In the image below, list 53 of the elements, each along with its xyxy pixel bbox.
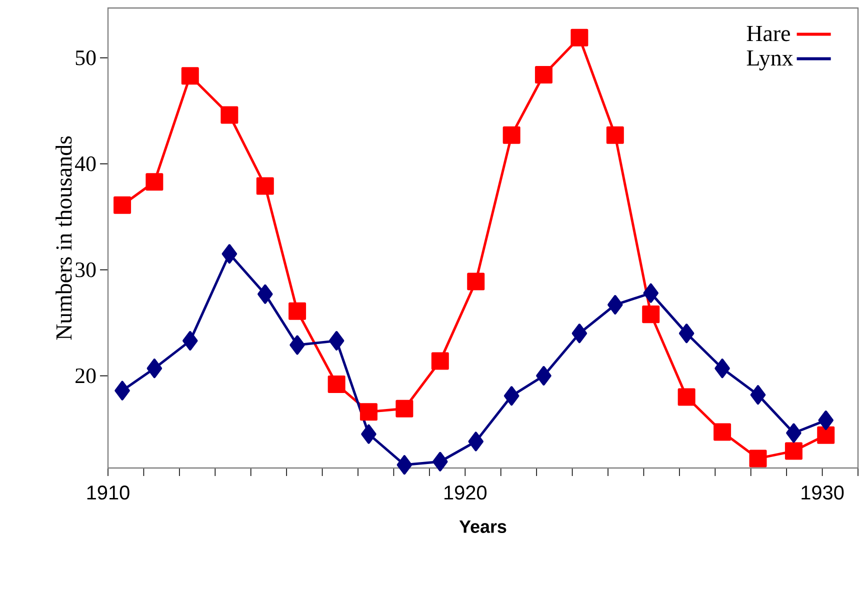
legend-label: Lynx xyxy=(746,50,794,70)
legend-label: Hare xyxy=(746,26,790,42)
point xyxy=(220,106,238,124)
point xyxy=(817,426,835,444)
point xyxy=(468,432,484,452)
y-axis-title: Numbers in thousands xyxy=(56,136,72,340)
x-tick-label: 1920 xyxy=(444,486,487,500)
point xyxy=(256,177,274,195)
point xyxy=(114,380,130,400)
point xyxy=(258,284,273,304)
point xyxy=(396,455,412,475)
point xyxy=(146,173,164,191)
point xyxy=(114,196,132,214)
point xyxy=(360,403,378,421)
point xyxy=(714,423,732,441)
point xyxy=(714,358,730,378)
point xyxy=(678,388,696,406)
point xyxy=(643,283,658,303)
point xyxy=(432,452,448,472)
y-tick-label: 50 xyxy=(76,50,96,66)
point xyxy=(536,366,552,386)
point xyxy=(222,244,238,264)
y-tick-label: 30 xyxy=(76,262,96,278)
y-tick-label: 40 xyxy=(75,156,96,172)
point xyxy=(784,442,802,460)
point xyxy=(534,66,552,84)
y-tick-label: 20 xyxy=(76,368,96,384)
point xyxy=(749,450,767,468)
point xyxy=(678,324,694,344)
point xyxy=(608,295,623,315)
point xyxy=(570,28,588,46)
point xyxy=(328,376,346,394)
point xyxy=(181,67,199,85)
x-tick-label: 1910 xyxy=(87,486,130,500)
point xyxy=(504,386,520,406)
point xyxy=(786,423,802,443)
point xyxy=(288,302,306,320)
point xyxy=(328,331,344,351)
point xyxy=(606,126,624,144)
point xyxy=(502,126,520,144)
point xyxy=(818,410,834,430)
point xyxy=(182,331,198,351)
point xyxy=(467,272,485,290)
x-tick-label: 1930 xyxy=(802,486,844,500)
point xyxy=(146,358,162,378)
point xyxy=(750,385,766,405)
point xyxy=(642,306,660,324)
point xyxy=(290,335,305,355)
x-axis-title: Years xyxy=(459,520,506,533)
point xyxy=(361,424,376,444)
point xyxy=(396,400,414,418)
point xyxy=(431,352,449,370)
point xyxy=(572,324,588,344)
